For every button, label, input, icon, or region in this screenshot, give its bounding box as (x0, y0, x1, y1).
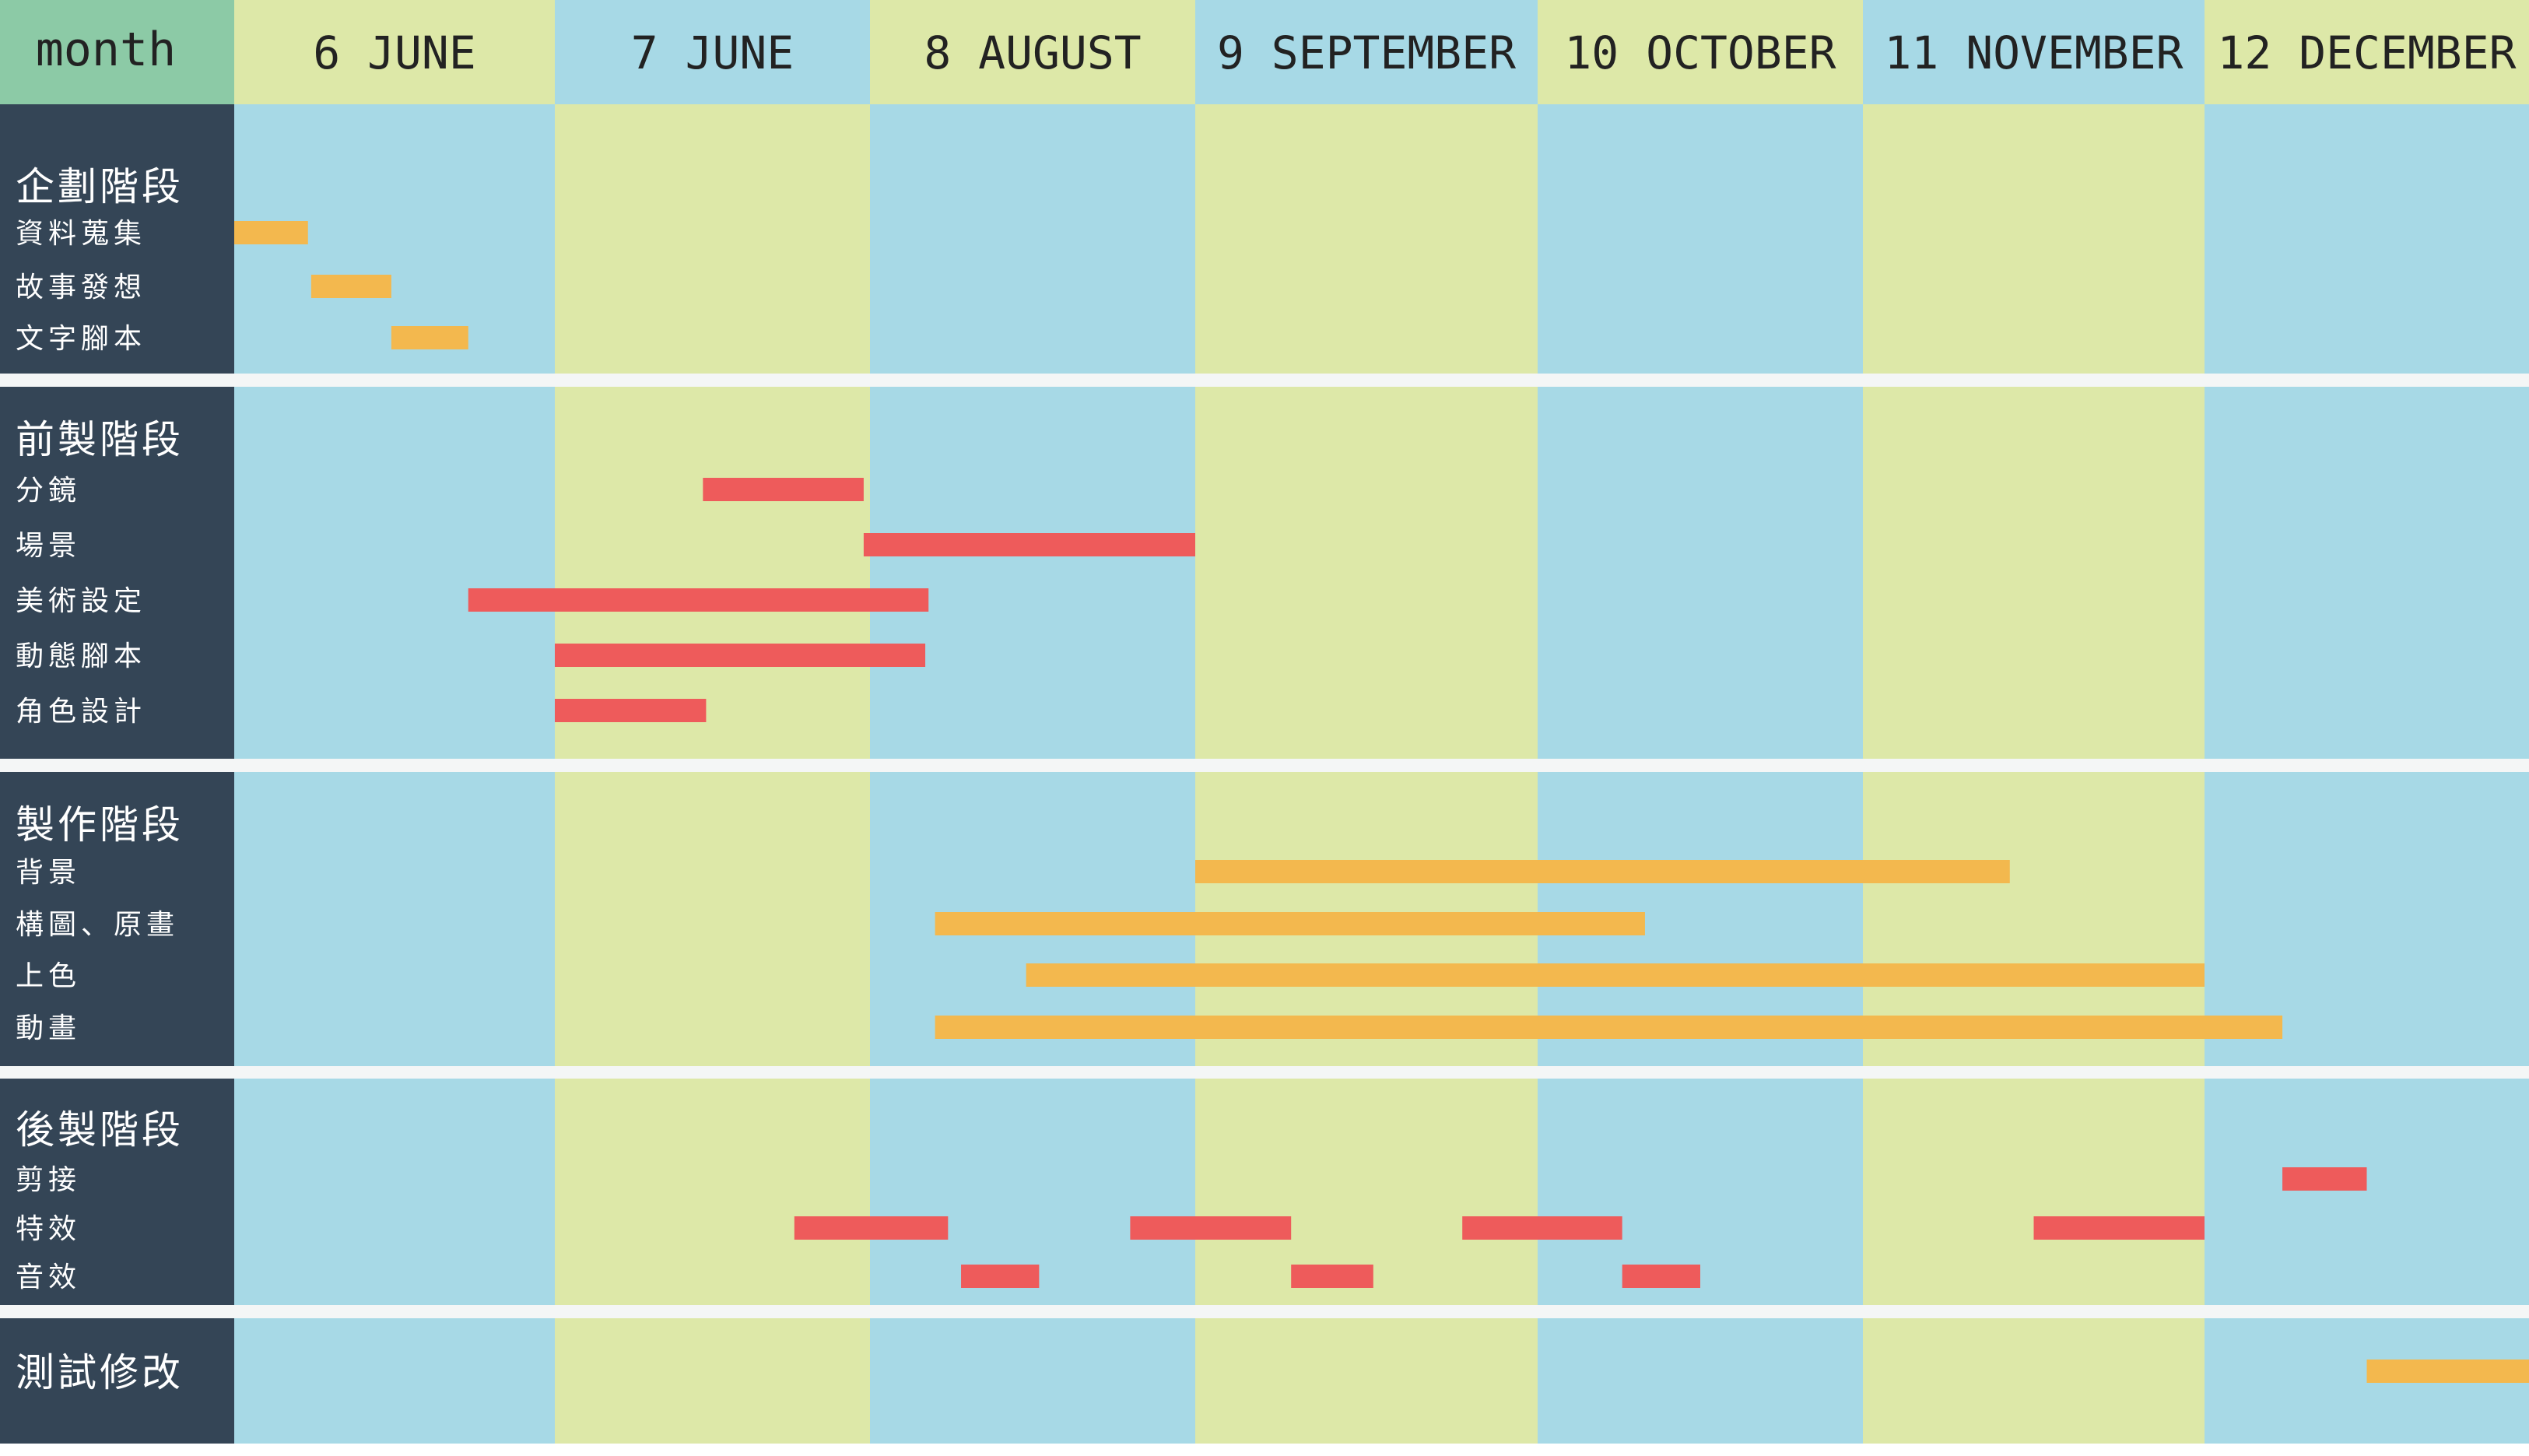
task-label: 構圖、原畫 (16, 909, 179, 941)
month-header-cell-7 (2205, 0, 2529, 104)
month-label: 6 JUNE (313, 26, 476, 79)
month-label: 8 AUGUST (924, 26, 1141, 79)
phase-separator (0, 1305, 2529, 1318)
task-label: 文字腳本 (16, 323, 146, 355)
month-column-3 (870, 104, 1195, 1444)
month-header-cell-5 (1538, 0, 1863, 104)
month-label: 7 JUNE (631, 26, 794, 79)
task-bar (2366, 1360, 2529, 1383)
phase-sidebar-band (0, 387, 234, 759)
task-bar (1130, 1216, 1292, 1240)
task-bar (391, 326, 468, 349)
month-column-6 (1863, 104, 2205, 1444)
month-label: 10 OCTOBER (1564, 26, 1836, 79)
task-bar (555, 644, 926, 667)
phase-separators (0, 374, 2529, 1318)
phase-title: 製作階段 (16, 802, 184, 847)
month-column-2 (555, 104, 870, 1444)
task-bar (1026, 963, 2205, 987)
task-label: 動態腳本 (16, 640, 146, 672)
task-label: 分鏡 (16, 475, 81, 507)
month-header-cell-1 (234, 0, 555, 104)
month-header-cell-2 (555, 0, 870, 104)
phase-separator (0, 759, 2529, 772)
task-bar (310, 275, 391, 298)
phase-sidebar-band (0, 772, 234, 1066)
phase-title: 前製階段 (16, 417, 184, 462)
month-column-1 (234, 104, 555, 1444)
phase-sidebar-band (0, 104, 234, 374)
phase-sidebar-band (0, 1079, 234, 1305)
phase-title: 後製階段 (16, 1107, 184, 1153)
task-bar (2033, 1216, 2205, 1240)
task-bar (961, 1265, 1040, 1288)
month-label: 9 SEPTEMBER (1217, 26, 1516, 79)
task-bar (2282, 1167, 2367, 1191)
task-bar (703, 478, 864, 501)
task-label: 動畫 (16, 1012, 81, 1044)
month-header-cell-4 (1195, 0, 1538, 104)
task-bar (1462, 1216, 1622, 1240)
task-bar (1195, 860, 2010, 883)
task-label: 角色設計 (16, 696, 146, 728)
phase-title: 測試修改 (16, 1350, 184, 1395)
month-columns (234, 104, 2529, 1444)
month-header-cell-6 (1863, 0, 2205, 104)
task-bar (1622, 1265, 1700, 1288)
task-label: 資料蒐集 (16, 218, 146, 250)
phase-sidebar-band (0, 1318, 234, 1444)
month-header: 6 JUNE 7 JUNE 8 AUGUST 9 SEPTEMBER 10 OCTOBE… (0, 0, 2529, 104)
phase-title: 企劃階段 (16, 164, 184, 209)
month-column-5 (1538, 104, 1863, 1444)
phase-separator (0, 1066, 2529, 1079)
month-header-cell-3 (870, 0, 1195, 104)
task-bar (935, 912, 1645, 935)
month-label: 11 NOVEMBER (1884, 26, 2183, 79)
month-column-7 (2205, 104, 2529, 1444)
task-bar (935, 1016, 2283, 1039)
task-label: 上色 (16, 960, 81, 992)
task-bar (234, 221, 308, 244)
task-bar (1291, 1265, 1373, 1288)
task-label: 特效 (16, 1213, 81, 1245)
task-label: 故事發想 (16, 272, 146, 303)
task-bars (234, 221, 2529, 1383)
corner-cell (0, 0, 234, 104)
task-bar (794, 1216, 949, 1240)
month-column-4 (1195, 104, 1538, 1444)
month-label: 12 DECEMBER (2217, 26, 2516, 79)
task-label: 背景 (16, 857, 81, 889)
task-bar (863, 533, 1195, 556)
corner-label: month (36, 23, 177, 77)
task-label: 音效 (16, 1261, 81, 1293)
task-bar (468, 588, 929, 612)
task-label: 美術設定 (16, 585, 146, 617)
task-label: 場景 (16, 530, 81, 562)
task-label: 剪接 (16, 1164, 81, 1196)
task-bar (555, 699, 707, 722)
phase-sidebar (0, 104, 234, 1444)
task-labels: 企劃階段資料蒐集故事發想文字腳本前製階段分鏡場景美術設定動態腳本角色設計製作階段… (16, 164, 184, 1395)
phase-separator (0, 374, 2529, 387)
